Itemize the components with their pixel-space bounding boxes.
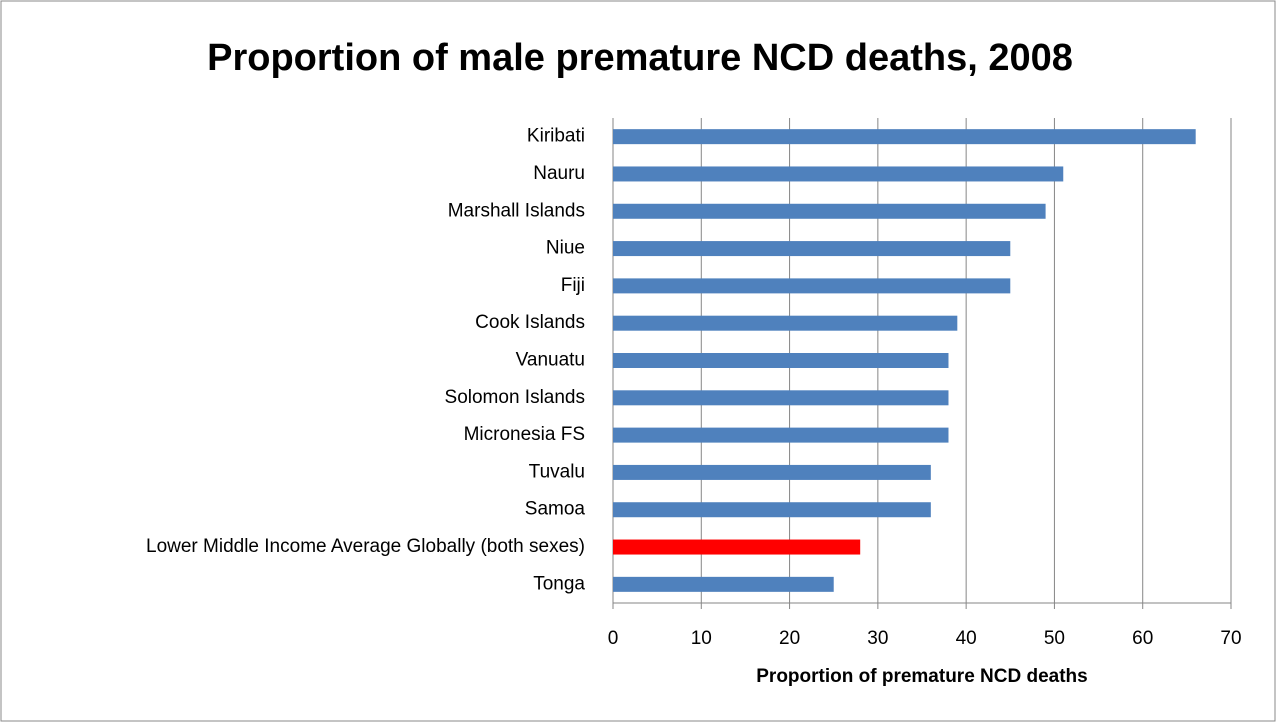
x-tick-label: 50: [1044, 628, 1065, 649]
x-tick-label: 30: [867, 628, 888, 649]
x-tick-label: 10: [691, 628, 712, 649]
x-tick-label: 70: [1220, 628, 1241, 649]
bar: [613, 390, 949, 406]
bar: [613, 315, 958, 331]
bar: [613, 576, 834, 592]
bar: [613, 203, 1046, 219]
bar: [613, 278, 1011, 294]
y-tick-label: Niue: [546, 238, 585, 259]
bar: [613, 502, 931, 518]
x-tick-label: 20: [779, 628, 800, 649]
x-tick-label: 0: [608, 628, 619, 649]
bar: [613, 166, 1064, 182]
bar: [613, 353, 949, 368]
y-tick-label: Samoa: [525, 499, 586, 520]
y-tick-label: Vanuatu: [516, 350, 585, 371]
y-tick-label: Fiji: [561, 275, 585, 296]
chart-title: Proportion of male premature NCD deaths,…: [207, 37, 1073, 79]
bar: [613, 129, 1196, 145]
y-tick-label: Cook Islands: [475, 312, 585, 333]
bar: [613, 464, 931, 480]
bar: [613, 241, 1011, 257]
x-axis-title: Proportion of premature NCD deaths: [756, 666, 1087, 687]
y-tick-label: Kiribati: [527, 126, 585, 147]
y-tick-label: Solomon Islands: [445, 387, 585, 408]
y-tick-label: Marshall Islands: [448, 200, 585, 221]
y-tick-label: Tuvalu: [529, 461, 585, 482]
bar: [613, 539, 861, 555]
y-tick-label: Nauru: [533, 163, 585, 184]
x-tick-label: 60: [1132, 628, 1153, 649]
x-tick-label: 40: [956, 628, 977, 649]
y-tick-label: Tonga: [533, 573, 585, 594]
y-tick-label: Micronesia FS: [464, 424, 585, 445]
y-tick-label: Lower Middle Income Average Globally (bo…: [146, 536, 585, 557]
bar: [613, 427, 949, 443]
